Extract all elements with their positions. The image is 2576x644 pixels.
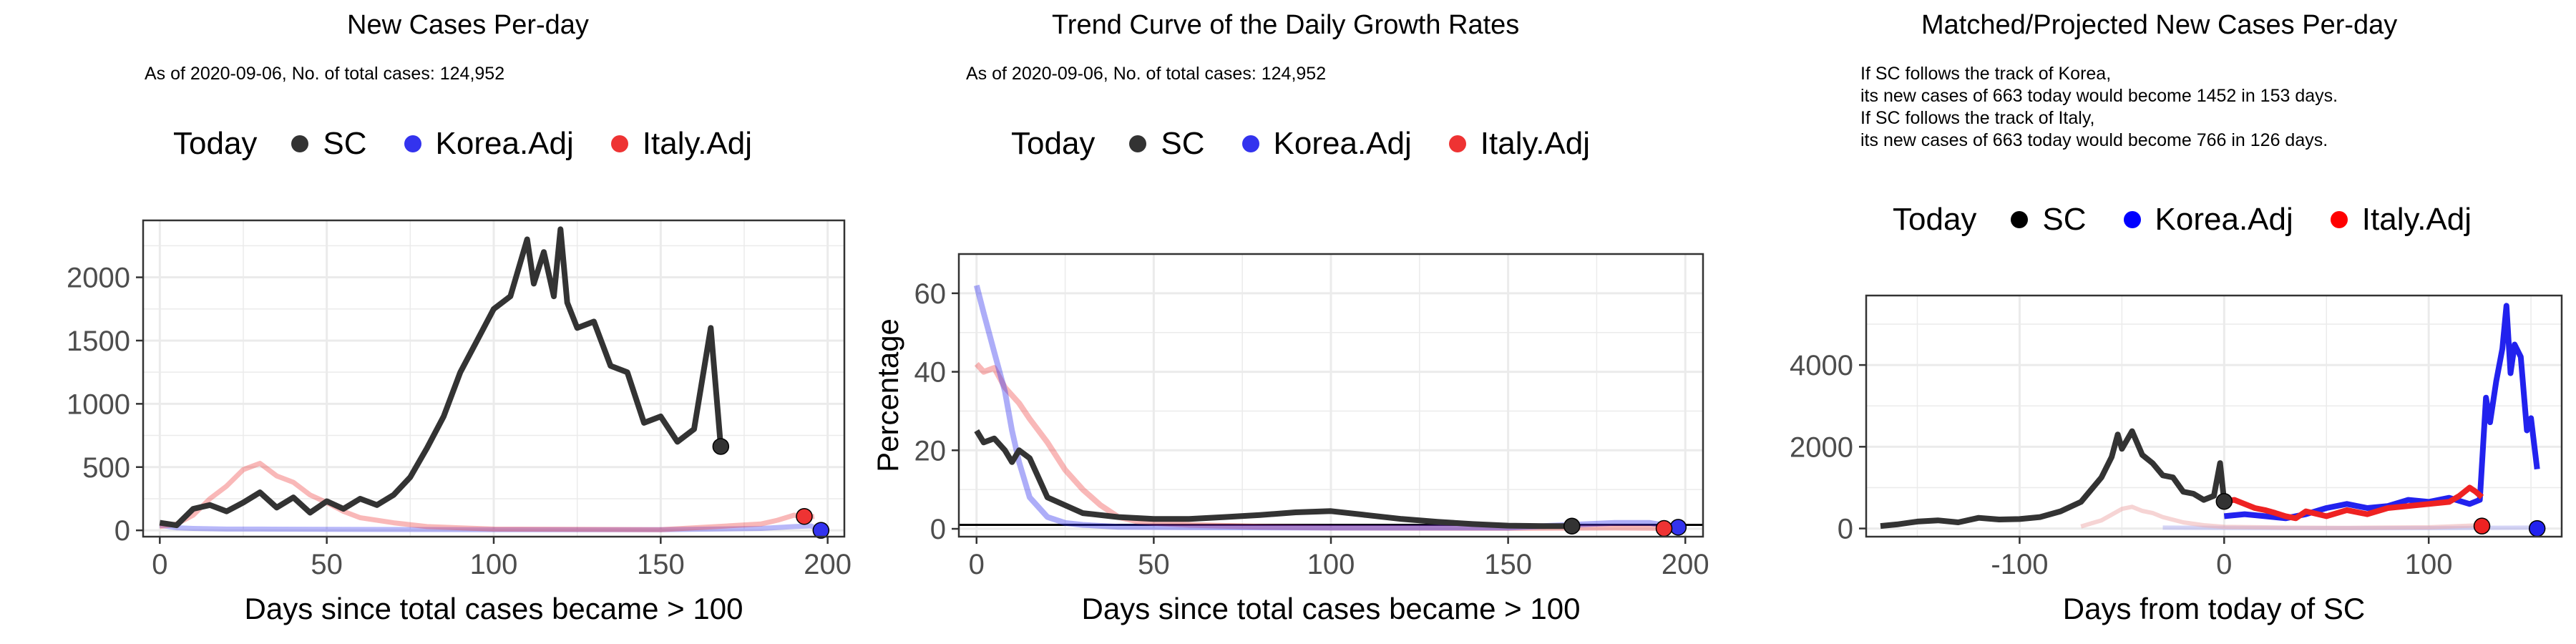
- y-tick-label: 500: [82, 452, 130, 484]
- legend-label-korea: Korea.Adj: [2155, 202, 2293, 237]
- y-tick-label: 2000: [1790, 431, 1853, 463]
- panel-growth-rates: Trend Curve of the Daily Growth Rates As…: [859, 0, 1717, 644]
- x-tick-label: 0: [2216, 549, 2232, 580]
- legend-label-korea: Korea.Adj: [1273, 126, 1412, 161]
- x-tick-label: 200: [1662, 549, 1709, 580]
- legend-key-sc: [291, 135, 309, 152]
- x-axis-label: Days since total cases became > 100: [245, 592, 743, 625]
- y-tick-label: 40: [914, 357, 947, 389]
- today-point-sc: [712, 438, 730, 455]
- series-line-sc: [974, 429, 1572, 530]
- legend-label-sc: SC: [2042, 202, 2087, 237]
- x-tick-label: 100: [1307, 549, 1355, 580]
- legend: Today SC Korea.Adj Italy.Adj: [1893, 202, 2502, 238]
- series-line-sc: [1880, 428, 2228, 530]
- y-tick-label: 1500: [67, 326, 130, 357]
- today-point-italy-adj: [2473, 517, 2491, 535]
- legend-key-korea: [2123, 211, 2141, 228]
- y-tick-label: 1000: [67, 389, 130, 420]
- legend-key-sc: [1129, 135, 1147, 152]
- y-tick-label: 2000: [67, 263, 130, 294]
- y-tick-label: 0: [930, 514, 946, 545]
- chart-subtitle: As of 2020-09-06, No. of total cases: 12…: [145, 64, 505, 84]
- chart-subtitle: If SC follows the track of Korea, its ne…: [1860, 64, 2338, 150]
- legend-label-korea: Korea.Adj: [435, 126, 574, 161]
- y-tick-label: 0: [1838, 514, 1853, 545]
- legend-title: Today: [173, 126, 258, 161]
- chart-growth-rates: 0 50 100 150 200 0 20 40 60 Days since total case…: [871, 253, 1709, 625]
- today-point-italy-adj: [1655, 519, 1673, 537]
- legend-key-korea: [404, 135, 421, 152]
- x-tick-label: 50: [1138, 549, 1170, 580]
- series-line-italy-adj-matched-: [2080, 504, 2482, 530]
- legend-key-korea: [1241, 135, 1259, 152]
- panel-new-cases: New Cases Per-day As of 2020-09-06, No. …: [0, 0, 859, 644]
- today-point-sc: [1563, 517, 1581, 535]
- x-tick-label: 150: [637, 549, 685, 580]
- legend: Today SC Korea.Adj Italy.Adj: [173, 126, 782, 162]
- x-tick-label: 200: [804, 549, 852, 580]
- chart-title: Trend Curve of the Daily Growth Rates: [1052, 10, 1520, 40]
- today-point-sc: [2215, 492, 2233, 510]
- legend-label-sc: SC: [1161, 126, 1205, 161]
- y-tick-label: 60: [914, 278, 947, 310]
- x-axis-label: Days from today of SC: [2063, 592, 2365, 625]
- legend: Today SC Korea.Adj Italy.Adj: [1011, 126, 1620, 162]
- x-tick-label: 50: [311, 549, 343, 580]
- series-line-italy-adj: [974, 361, 1661, 531]
- series-line-korea-adj: [159, 522, 822, 533]
- today-point-korea-adj: [1669, 519, 1687, 536]
- legend-key-italy: [1448, 135, 1466, 152]
- legend-label-sc: SC: [323, 126, 367, 161]
- y-tick-label: 4000: [1790, 350, 1853, 381]
- y-tick-label: 0: [114, 515, 130, 547]
- today-point-korea-adj: [812, 522, 830, 539]
- x-tick-label: -100: [1991, 549, 2048, 580]
- series-line-sc: [159, 226, 724, 529]
- today-point-korea-adj: [2528, 519, 2546, 537]
- chart-title: Matched/Projected New Cases Per-day: [1921, 10, 2398, 40]
- x-axis-label: Days since total cases became > 100: [1082, 592, 1581, 625]
- legend-label-italy: Italy.Adj: [1480, 126, 1591, 161]
- x-tick-label: 100: [470, 549, 518, 580]
- legend-key-italy: [610, 135, 628, 152]
- legend-title: Today: [1011, 126, 1096, 161]
- legend-key-sc: [2011, 211, 2029, 228]
- legend-label-italy: Italy.Adj: [2361, 202, 2472, 237]
- legend-title: Today: [1893, 202, 1977, 237]
- legend-label-italy: Italy.Adj: [642, 126, 753, 161]
- chart-title: New Cases Per-day: [347, 10, 589, 40]
- x-tick-label: 0: [969, 549, 985, 580]
- x-tick-label: 100: [2405, 549, 2453, 580]
- today-point-italy-adj: [796, 507, 813, 525]
- panel-projected: Matched/Projected New Cases Per-day If S…: [1717, 0, 2576, 644]
- series-line-korea-adj: [2223, 303, 2540, 522]
- y-tick-label: 20: [914, 435, 947, 467]
- x-tick-label: 150: [1484, 549, 1532, 580]
- x-tick-label: 0: [152, 549, 167, 580]
- legend-key-italy: [2330, 211, 2348, 228]
- series-line-italy-adj: [2223, 484, 2484, 522]
- y-axis-label: Percentage: [871, 318, 904, 472]
- chart-subtitle: As of 2020-09-06, No. of total cases: 12…: [966, 64, 1327, 84]
- plot-border: [1865, 294, 2563, 538]
